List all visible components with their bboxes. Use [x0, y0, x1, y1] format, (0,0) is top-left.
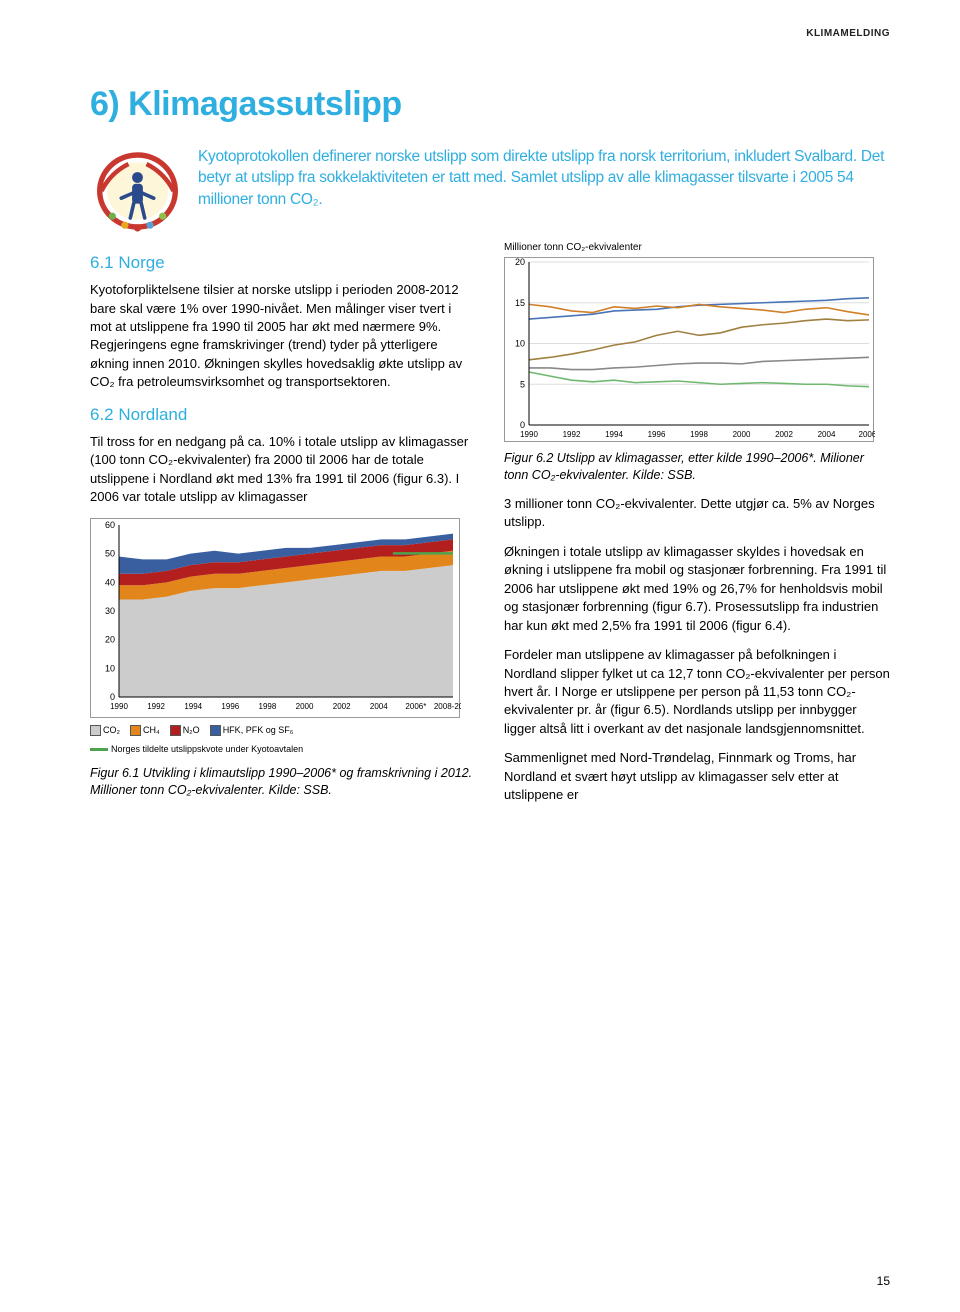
svg-text:5: 5 — [520, 379, 525, 389]
section-6-1-heading: 6.1 Norge — [90, 251, 476, 275]
svg-text:10: 10 — [105, 663, 115, 673]
svg-text:60: 60 — [105, 520, 115, 530]
legend-item: N₂O — [170, 724, 200, 737]
svg-text:2002: 2002 — [333, 702, 351, 711]
svg-text:1998: 1998 — [259, 702, 277, 711]
svg-text:1998: 1998 — [690, 430, 708, 439]
legend-item: CO₂ — [90, 724, 120, 737]
svg-text:20: 20 — [515, 258, 525, 267]
svg-text:2000: 2000 — [296, 702, 314, 711]
svg-text:1994: 1994 — [184, 702, 202, 711]
legend-item: Norges tildelte utslippskvote under Kyot… — [90, 743, 303, 756]
section-6-2-body-1: Til tross for en nedgang på ca. 10% i to… — [90, 433, 476, 507]
svg-text:1990: 1990 — [110, 702, 128, 711]
legend-item: CH₄ — [130, 724, 160, 737]
left-column: 6.1 Norge Kyotoforpliktelsene tilsier at… — [90, 241, 476, 816]
svg-text:2008-2012: 2008-2012 — [434, 702, 461, 711]
svg-text:1992: 1992 — [563, 430, 581, 439]
figure-6-1-chart: 0 10 20 30 40 50 60 1990 1992 1994 1996 1998 2000 200… — [90, 518, 460, 718]
right-para-2: Økningen i totale utslipp av klimagasser… — [504, 543, 890, 635]
svg-text:50: 50 — [105, 548, 115, 558]
svg-text:2002: 2002 — [775, 430, 793, 439]
svg-text:10: 10 — [515, 339, 525, 349]
figure-6-2-chart: 0 5 10 15 20 1990 1992 1994 1996 1998 2000 2002 2004… — [504, 257, 874, 442]
section-6-2-heading: 6.2 Nordland — [90, 403, 476, 427]
svg-text:0: 0 — [520, 420, 525, 430]
right-para-4: Sammenlignet med Nord-Trøndelag, Finnmar… — [504, 749, 890, 804]
chapter-logo — [90, 146, 190, 241]
figure-6-2-caption: Figur 6.2 Utslipp av klimagasser, etter … — [504, 450, 890, 484]
section-6-1-body: Kyotoforpliktelsene tilsier at norske ut… — [90, 281, 476, 392]
svg-text:2006*: 2006* — [859, 430, 875, 439]
right-para-3: Fordeler man utslippene av klimagasser p… — [504, 646, 890, 738]
svg-text:20: 20 — [105, 634, 115, 644]
figure-6-1-caption: Figur 6.1 Utvikling i klimautslipp 1990–… — [90, 765, 476, 799]
page-header-label: KLIMAMELDING — [806, 28, 890, 39]
logo-icon — [90, 146, 185, 236]
right-column: Millioner tonn CO₂-ekvivalenter 0 5 10 15 20… — [504, 241, 890, 816]
svg-text:15: 15 — [515, 298, 525, 308]
page-title: 6) Klimagassutslipp — [90, 85, 890, 124]
svg-text:2004: 2004 — [818, 430, 836, 439]
page-number: 15 — [877, 1274, 890, 1288]
svg-text:0: 0 — [110, 692, 115, 702]
svg-text:1992: 1992 — [147, 702, 165, 711]
svg-text:1996: 1996 — [221, 702, 239, 711]
svg-text:40: 40 — [105, 577, 115, 587]
svg-text:2004: 2004 — [370, 702, 388, 711]
svg-text:30: 30 — [105, 606, 115, 616]
legend-item: HFK, PFK og SF₆ — [210, 724, 294, 737]
figure-6-1-legend: CO₂ CH₄ N₂O HFK, PFK og SF₆ Norges tildelte … — [90, 724, 476, 756]
figure-6-2-ylabel: Millioner tonn CO₂-ekvivalenter — [504, 241, 890, 255]
svg-text:1994: 1994 — [605, 430, 623, 439]
svg-text:2006*: 2006* — [405, 702, 426, 711]
svg-text:1996: 1996 — [648, 430, 666, 439]
svg-text:2000: 2000 — [733, 430, 751, 439]
intro-paragraph: Kyotoprotokollen definerer norske utslip… — [90, 146, 890, 210]
right-para-1: 3 millioner tonn CO₂-ekvivalenter. Dette… — [504, 495, 890, 532]
svg-text:1990: 1990 — [520, 430, 538, 439]
